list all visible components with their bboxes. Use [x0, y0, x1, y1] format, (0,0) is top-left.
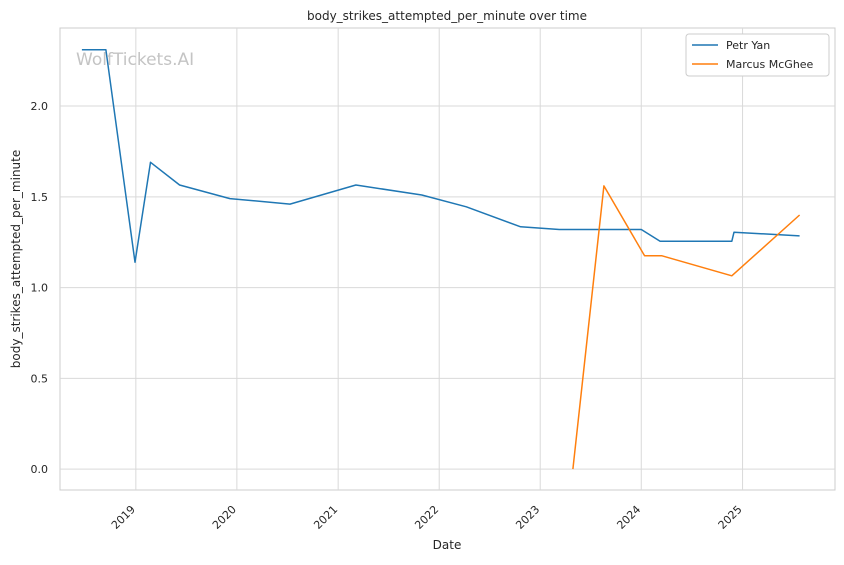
- series-line-marcus-mcghee: [572, 185, 801, 470]
- plot-area: [59, 27, 836, 491]
- y-tick-label: 0.5: [31, 372, 49, 385]
- x-tick-label: 2019: [109, 503, 138, 532]
- series-layer: [81, 49, 801, 470]
- series-line-petr-yan: [81, 49, 800, 263]
- legend-label-marcus-mcghee: Marcus McGhee: [726, 58, 814, 71]
- x-tick-label: 2020: [210, 503, 239, 532]
- legend-label-petr-yan: Petr Yan: [726, 39, 770, 52]
- x-tick-label: 2021: [311, 503, 340, 532]
- watermark: WolfTickets.AI: [76, 50, 194, 70]
- x-axis-label: Date: [433, 538, 462, 552]
- y-tick-label: 1.0: [31, 282, 49, 295]
- x-tick-label: 2024: [614, 503, 643, 532]
- chart-title: body_strikes_attempted_per_minute over t…: [307, 9, 587, 23]
- y-axis-label: body_strikes_attempted_per_minute: [9, 150, 23, 368]
- x-tick-label: 2023: [513, 503, 542, 532]
- y-tick-label: 2.0: [31, 100, 49, 113]
- legend: Petr Yan Marcus McGhee: [685, 33, 830, 77]
- x-tick-label: 2022: [412, 503, 441, 532]
- legend-box: [685, 33, 830, 77]
- y-tick-label: 1.5: [31, 191, 49, 204]
- x-tick-label: 2025: [716, 503, 745, 532]
- y-tick-label: 0.0: [31, 463, 49, 476]
